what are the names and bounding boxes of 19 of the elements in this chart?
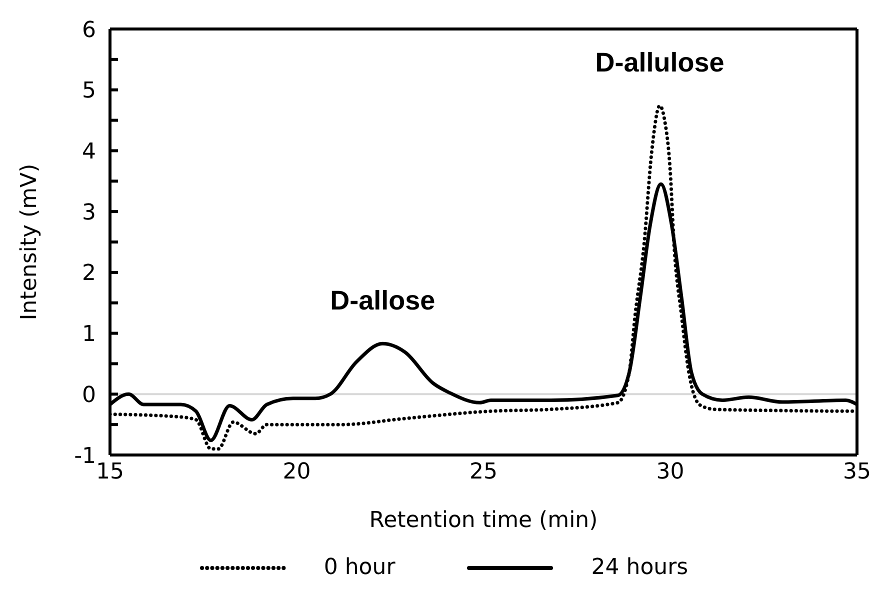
legend-label: 0 hour bbox=[324, 555, 396, 580]
x-tick-label: 20 bbox=[282, 460, 311, 485]
y-tick-label: -1 bbox=[74, 444, 96, 469]
y-axis-title: Intensity (mV) bbox=[16, 164, 42, 320]
x-axis-title: Retention time (min) bbox=[369, 508, 598, 533]
legend-label: 24 hours bbox=[591, 555, 688, 580]
y-tick-label: 0 bbox=[82, 382, 96, 408]
y-tick-label: 2 bbox=[82, 261, 96, 286]
x-tick-label: 30 bbox=[656, 460, 684, 485]
y-tick-label: 3 bbox=[82, 200, 96, 226]
annotation: D-allose bbox=[330, 286, 436, 316]
y-tick-label: 6 bbox=[82, 18, 96, 43]
x-tick-label: 15 bbox=[96, 460, 124, 485]
y-tick-label: 1 bbox=[82, 322, 96, 348]
y-tick-label: 5 bbox=[82, 78, 96, 104]
x-tick-label: 25 bbox=[470, 460, 498, 485]
y-tick-label: 4 bbox=[82, 140, 96, 165]
annotation: D-allulose bbox=[595, 48, 724, 78]
x-tick-label: 35 bbox=[843, 460, 871, 485]
